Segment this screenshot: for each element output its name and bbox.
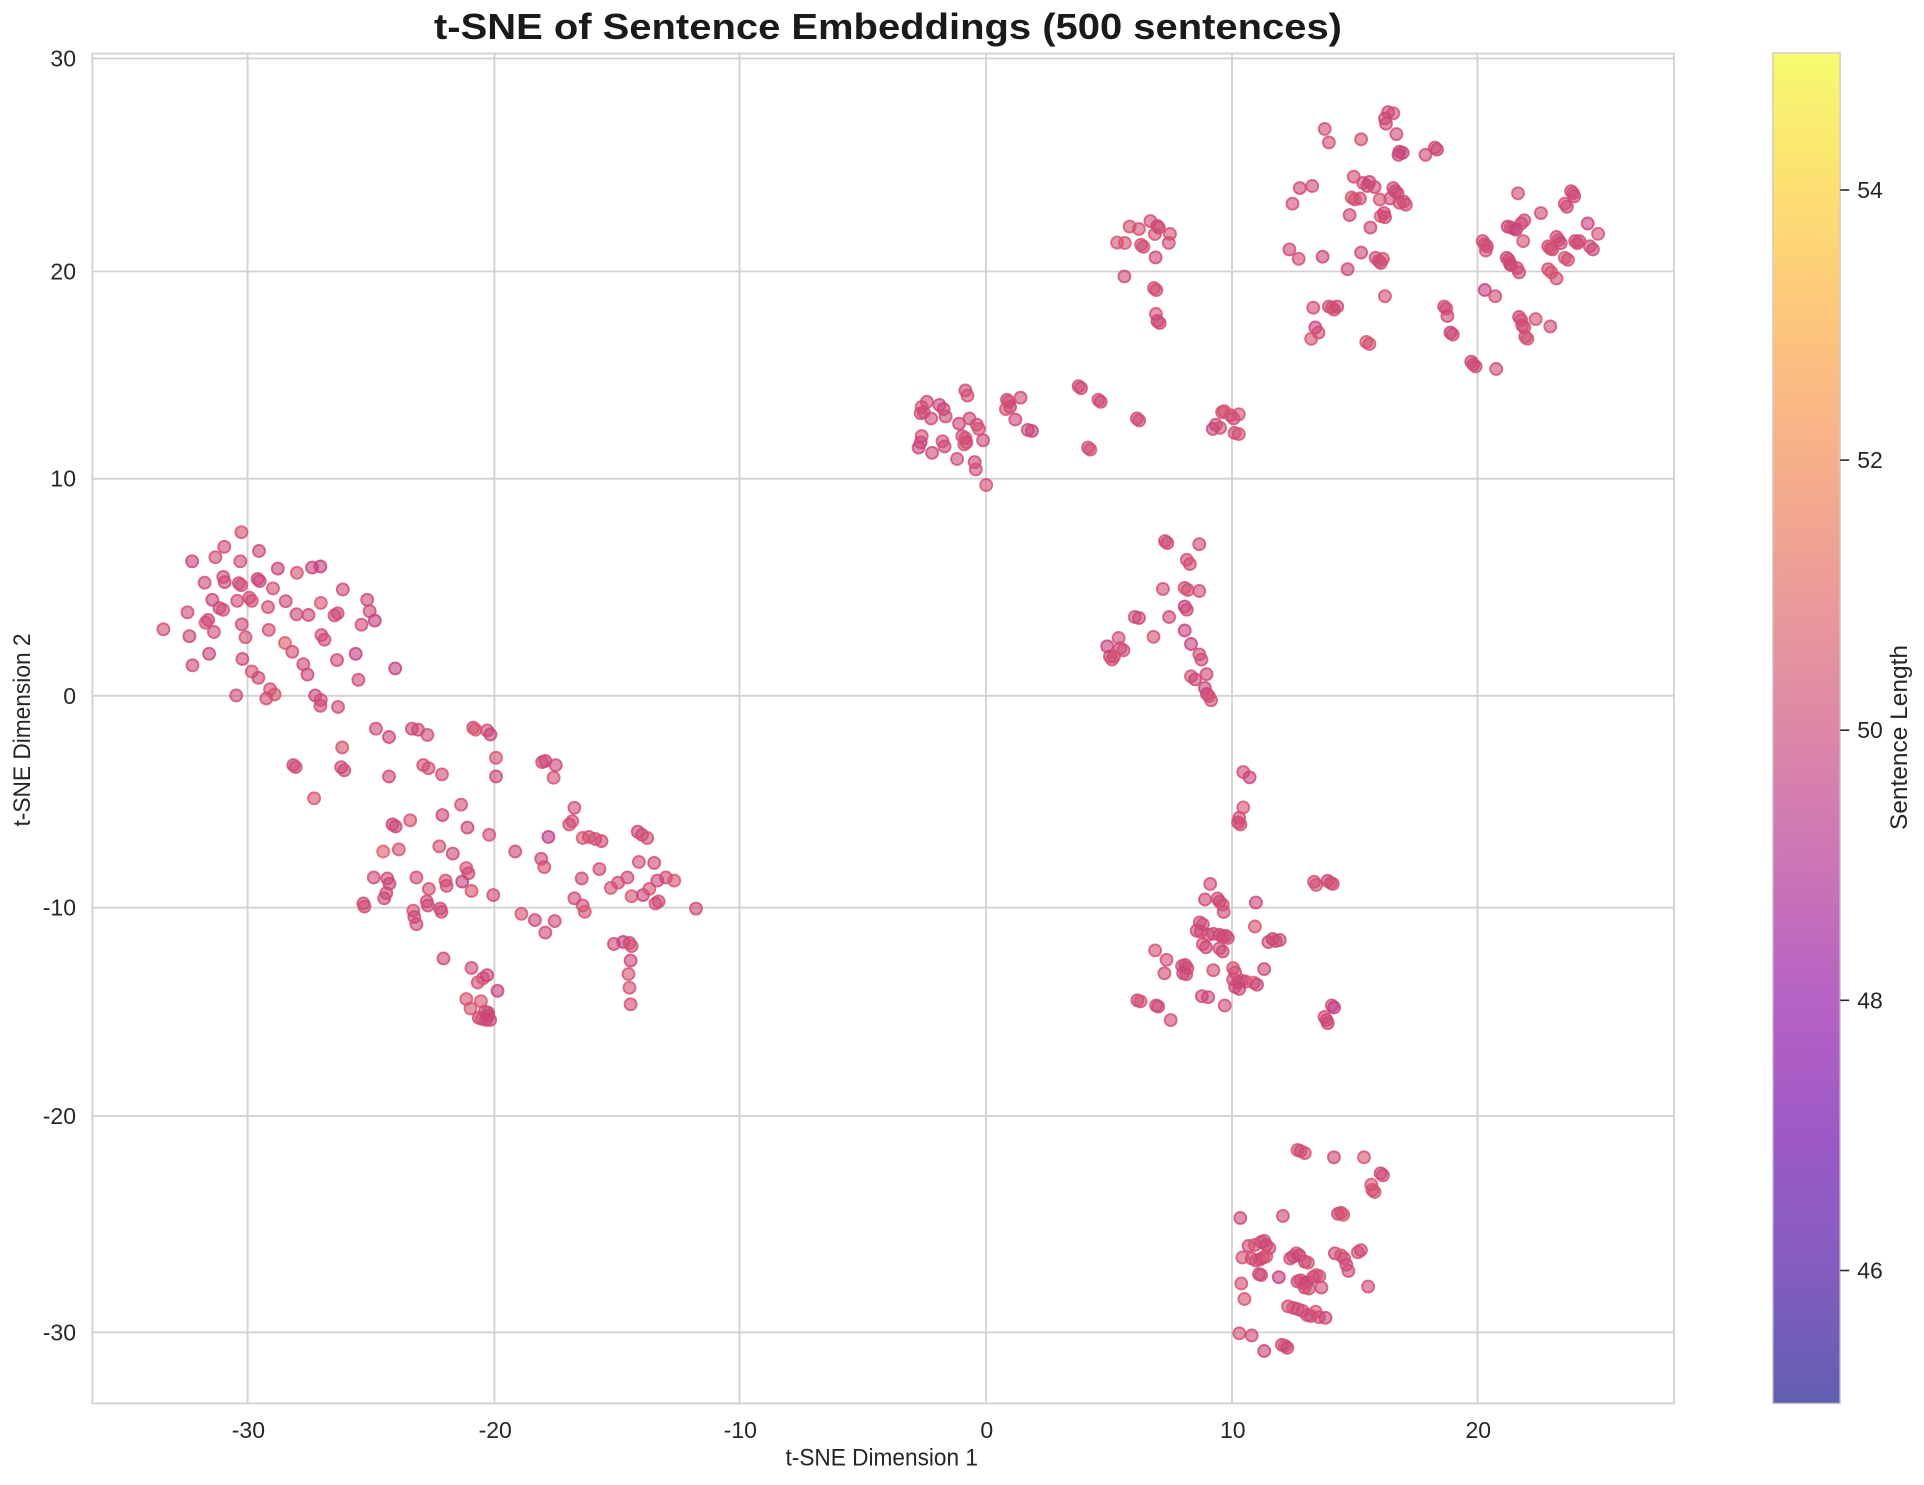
svg-text:-20: -20 <box>479 1417 512 1443</box>
svg-text:0: 0 <box>980 1417 993 1443</box>
svg-text:20: 20 <box>1466 1417 1492 1443</box>
svg-text:Sentence Length: Sentence Length <box>1886 645 1913 830</box>
svg-text:0: 0 <box>63 683 76 709</box>
svg-text:t-SNE Dimension 2: t-SNE Dimension 2 <box>9 634 36 827</box>
svg-text:46: 46 <box>1857 1258 1883 1284</box>
svg-text:48: 48 <box>1857 987 1883 1013</box>
svg-text:50: 50 <box>1857 717 1883 743</box>
svg-text:t-SNE of Sentence Embeddings (: t-SNE of Sentence Embeddings (500 senten… <box>434 6 1342 47</box>
svg-text:-20: -20 <box>43 1103 76 1129</box>
svg-text:-30: -30 <box>43 1319 76 1345</box>
svg-text:30: 30 <box>50 46 76 72</box>
svg-text:t-SNE Dimension 1: t-SNE Dimension 1 <box>786 1445 979 1472</box>
svg-text:-10: -10 <box>724 1417 757 1443</box>
svg-text:10: 10 <box>1220 1417 1246 1443</box>
svg-text:-30: -30 <box>232 1417 265 1443</box>
svg-text:-10: -10 <box>43 895 76 921</box>
svg-text:10: 10 <box>50 466 76 492</box>
svg-text:54: 54 <box>1857 177 1883 203</box>
svg-text:20: 20 <box>50 259 76 285</box>
svg-text:52: 52 <box>1857 447 1883 473</box>
